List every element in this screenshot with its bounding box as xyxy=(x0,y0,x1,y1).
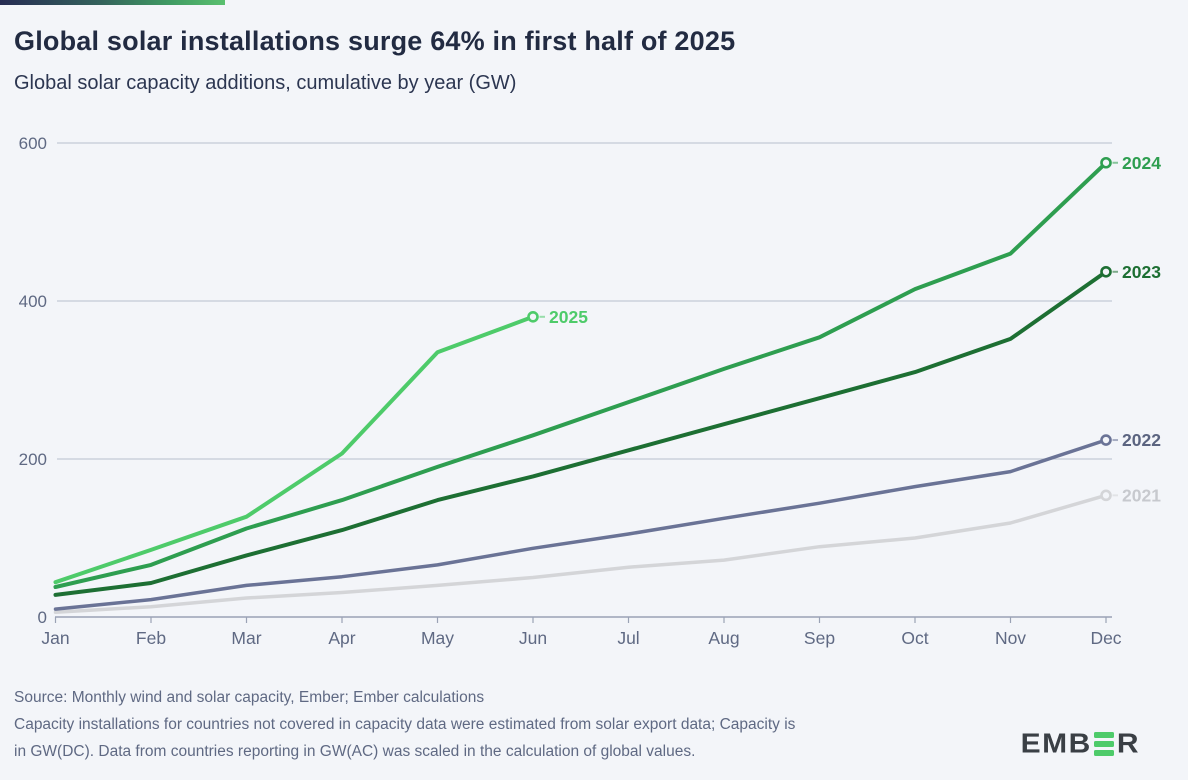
x-tick-label: Nov xyxy=(995,628,1026,648)
x-axis: Jan Feb Mar Apr May Jun Jul Aug Sep Oct Nov Dec xyxy=(41,617,1122,648)
source-note: Source: Monthly wind and solar capacity,… xyxy=(14,684,1024,765)
series-year-label: 2025 xyxy=(549,307,588,327)
x-tick-label: Feb xyxy=(136,628,166,648)
series-year-label: 2023 xyxy=(1122,262,1161,282)
series-end-label-2024: 2024 xyxy=(1100,153,1161,173)
logo-bar xyxy=(1093,741,1114,747)
series-year-label: 2022 xyxy=(1122,430,1161,450)
source-line: Source: Monthly wind and solar capacity,… xyxy=(14,689,485,706)
ember-logo-prefix: EMB xyxy=(1020,728,1092,759)
x-tick-label: Mar xyxy=(231,628,261,648)
page-title: Global solar installations surge 64% in … xyxy=(14,26,736,56)
x-tick-label: Sep xyxy=(804,628,835,648)
brand-accent-bar xyxy=(0,0,225,5)
series-line-2023 xyxy=(53,269,1108,597)
x-tick-label: Oct xyxy=(901,628,928,648)
y-tick-label: 200 xyxy=(19,450,47,469)
series-line-2024 xyxy=(53,160,1108,589)
x-tick-label: May xyxy=(421,628,454,648)
y-tick-label: 0 xyxy=(38,608,47,627)
series-line-2021 xyxy=(53,493,1108,615)
series-line-2022 xyxy=(53,438,1108,611)
logo-bar xyxy=(1093,732,1114,738)
source-line: Capacity installations for countries not… xyxy=(14,716,796,733)
chart-subtitle: Global solar capacity additions, cumulat… xyxy=(14,72,517,94)
gridlines xyxy=(55,142,1112,618)
y-axis-tick-labels: 0 200 400 600 xyxy=(19,134,47,627)
x-tick-label: Apr xyxy=(328,628,355,648)
series-end-label-2021: 2021 xyxy=(1100,485,1161,505)
series-end-label-2025: 2025 xyxy=(527,307,588,327)
x-tick-label: Aug xyxy=(708,628,739,648)
y-tick-label: 600 xyxy=(19,134,47,153)
ember-logo-suffix: R xyxy=(1116,728,1140,759)
x-tick-label: Jul xyxy=(617,628,639,648)
series-end-label-2023: 2023 xyxy=(1100,262,1161,282)
series-year-label: 2021 xyxy=(1122,485,1161,505)
series-year-label: 2024 xyxy=(1122,153,1161,173)
series-line-2025 xyxy=(53,314,535,585)
ember-logo: EMB R xyxy=(1021,729,1140,759)
x-tick-label: Jan xyxy=(41,628,69,648)
logo-bar xyxy=(1093,750,1114,756)
x-tick-label: Dec xyxy=(1090,628,1121,648)
x-tick-label: Jun xyxy=(519,628,547,648)
source-line: in GW(DC). Data from countries reporting… xyxy=(14,743,696,760)
ember-logo-green-e-icon xyxy=(1093,732,1114,756)
y-tick-label: 400 xyxy=(19,292,47,311)
series-end-label-2022: 2022 xyxy=(1100,430,1161,450)
